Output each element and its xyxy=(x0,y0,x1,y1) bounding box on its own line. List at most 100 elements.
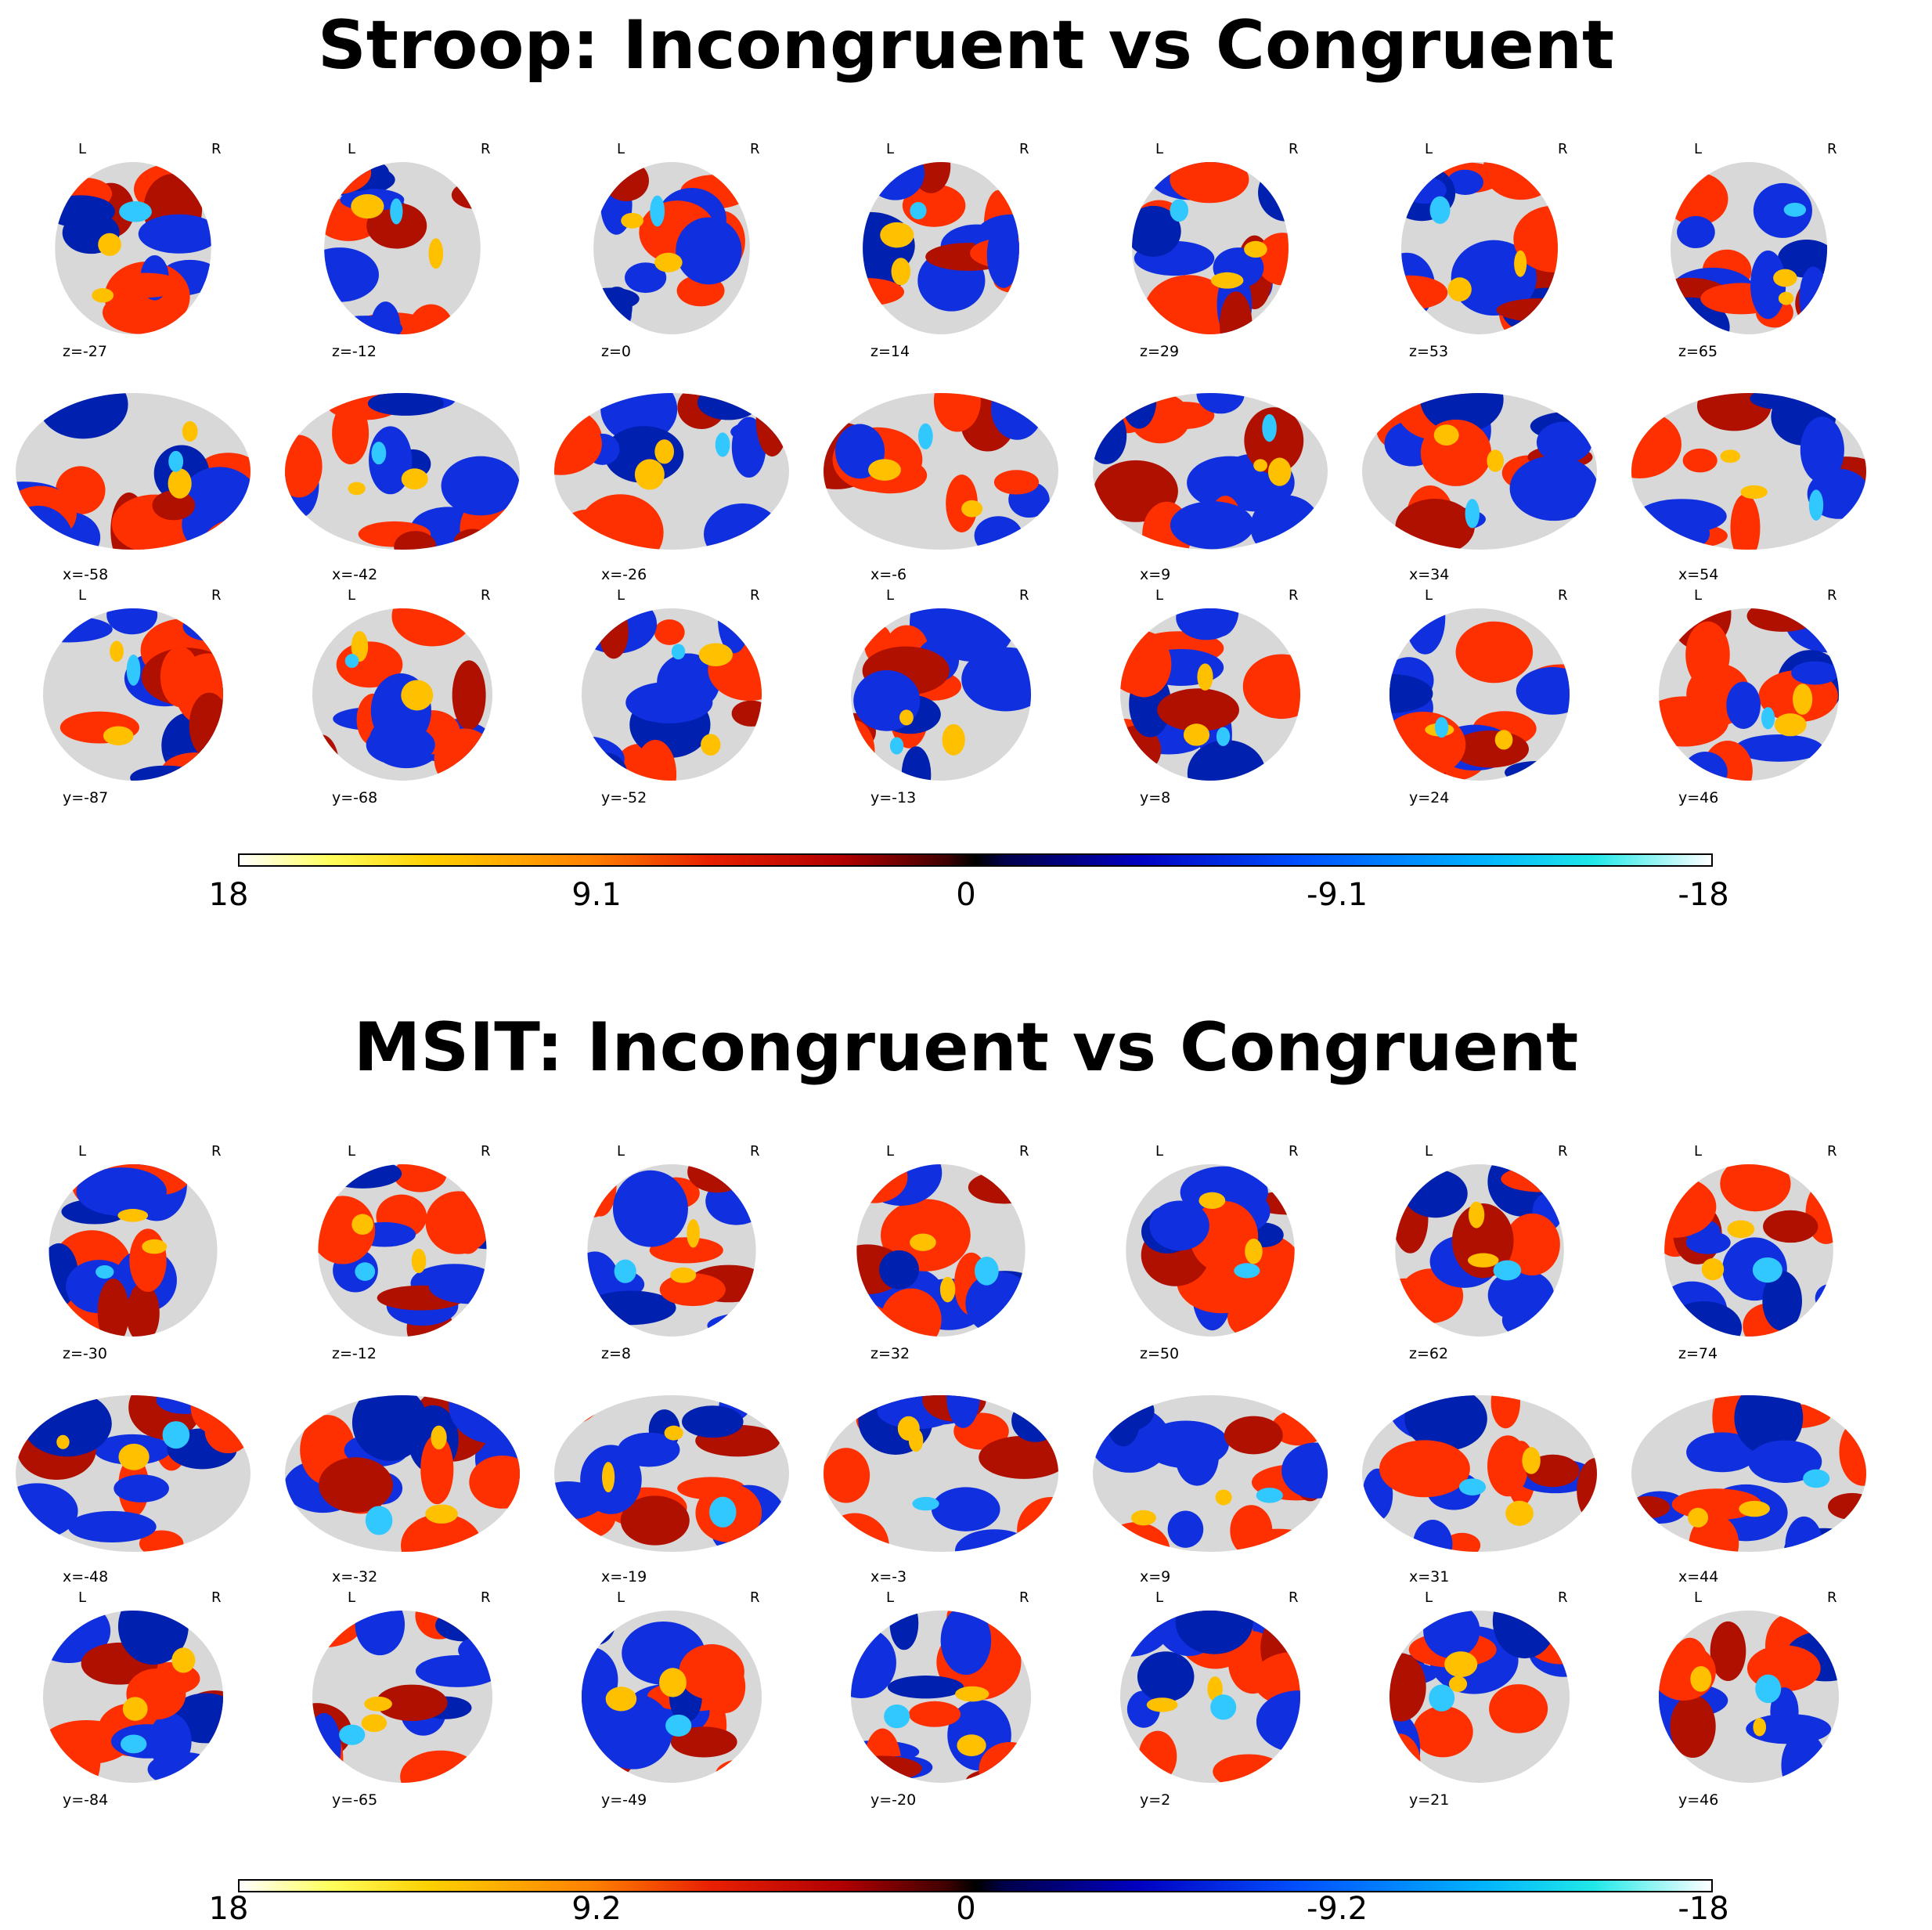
orientation-right-label: R xyxy=(1019,1589,1029,1606)
brain-image xyxy=(43,1611,223,1783)
brain-image xyxy=(312,608,492,781)
brain-slice-sagittal: x=34 xyxy=(1354,364,1624,583)
brain-slice-sagittal: x=-19 xyxy=(546,1366,816,1585)
brain-slice-sagittal: x=9 xyxy=(1085,1366,1354,1585)
orientation-right-label: R xyxy=(481,141,491,157)
orientation-right-label: R xyxy=(1289,587,1299,604)
slice-coordinate-label: y=-52 xyxy=(601,789,647,806)
orientation-left-label: L xyxy=(617,587,625,604)
brain-slice-sagittal: x=44 xyxy=(1624,1366,1893,1585)
slice-coordinate-label: y=-13 xyxy=(870,789,917,806)
orientation-left-label: L xyxy=(78,1143,87,1160)
brain-image xyxy=(863,162,1019,334)
brain-image xyxy=(1390,608,1570,781)
brain-slice-sagittal: x=31 xyxy=(1354,1366,1624,1585)
brain-image xyxy=(1132,162,1289,334)
brain-slice-sagittal: x=-26 xyxy=(546,364,816,583)
brain-image xyxy=(851,608,1031,781)
slice-coordinate-label: x=-58 xyxy=(63,566,109,583)
slice-coordinate-label: y=-87 xyxy=(63,789,109,806)
slice-coordinate-label: x=-19 xyxy=(601,1568,647,1585)
brain-image xyxy=(851,1611,1031,1783)
orientation-left-label: L xyxy=(1425,1143,1433,1160)
brain-image xyxy=(593,162,750,334)
brain-image xyxy=(55,162,211,334)
orientation-right-label: R xyxy=(1019,1143,1029,1160)
orientation-left-label: L xyxy=(78,141,87,157)
slice-coordinate-label: x=34 xyxy=(1409,566,1450,583)
slice-coordinate-label: z=-12 xyxy=(332,1345,377,1362)
brain-image xyxy=(1670,162,1828,334)
orientation-left-label: L xyxy=(1694,1589,1703,1606)
slice-coordinate-label: z=14 xyxy=(870,343,910,360)
brain-image xyxy=(1093,393,1328,550)
orientation-right-label: R xyxy=(1019,587,1029,604)
brain-image xyxy=(554,393,789,550)
brain-image xyxy=(1400,162,1559,334)
slice-coordinate-label: x=-3 xyxy=(870,1568,907,1585)
orientation-left-label: L xyxy=(1694,141,1703,157)
brain-image xyxy=(285,1395,520,1552)
orientation-right-label: R xyxy=(481,587,491,604)
orientation-right-label: R xyxy=(481,1143,491,1160)
slice-coordinate-label: y=8 xyxy=(1140,789,1171,806)
colorbar-tick: -18 xyxy=(1678,877,1729,913)
slice-coordinate-label: y=21 xyxy=(1409,1791,1450,1809)
orientation-left-label: L xyxy=(348,1143,356,1160)
brain-image xyxy=(856,1164,1025,1337)
orientation-left-label: L xyxy=(617,1589,625,1606)
orientation-left-label: L xyxy=(78,1589,87,1606)
slice-coordinate-label: x=54 xyxy=(1678,566,1719,583)
orientation-left-label: L xyxy=(1694,587,1703,604)
slice-coordinate-label: z=-12 xyxy=(332,343,377,360)
orientation-right-label: R xyxy=(211,1143,222,1160)
slice-coordinate-label: y=-68 xyxy=(332,789,378,806)
orientation-left-label: L xyxy=(348,141,356,157)
orientation-right-label: R xyxy=(211,587,222,604)
colorbar-tick: -18 xyxy=(1678,1891,1729,1927)
brain-slice-sagittal: x=-42 xyxy=(277,364,546,583)
brain-image xyxy=(1362,1395,1597,1552)
slice-coordinate-label: z=74 xyxy=(1678,1345,1718,1362)
slice-coordinate-label: y=46 xyxy=(1678,789,1719,806)
orientation-right-label: R xyxy=(481,1589,491,1606)
orientation-right-label: R xyxy=(750,1143,760,1160)
slice-coordinate-label: x=-42 xyxy=(332,566,378,583)
orientation-right-label: R xyxy=(1558,1589,1568,1606)
colorbar-tick: -9.1 xyxy=(1306,877,1368,913)
orientation-right-label: R xyxy=(211,141,222,157)
slice-coordinate-label: x=-32 xyxy=(332,1568,378,1585)
brain-image xyxy=(324,162,481,334)
brain-image xyxy=(1120,1611,1300,1783)
orientation-right-label: R xyxy=(750,1589,760,1606)
orientation-right-label: R xyxy=(1289,141,1299,157)
orientation-left-label: L xyxy=(348,587,356,604)
brain-image xyxy=(1631,393,1866,550)
orientation-left-label: L xyxy=(1425,587,1433,604)
orientation-right-label: R xyxy=(211,1589,222,1606)
orientation-right-label: R xyxy=(1289,1589,1299,1606)
slice-coordinate-label: x=9 xyxy=(1140,1568,1171,1585)
orientation-left-label: L xyxy=(348,1589,356,1606)
slice-coordinate-label: z=-30 xyxy=(63,1345,107,1362)
orientation-left-label: L xyxy=(1425,1589,1433,1606)
brain-image xyxy=(582,608,762,781)
orientation-right-label: R xyxy=(750,587,760,604)
colorbar-tick: 9.2 xyxy=(571,1891,622,1927)
slice-coordinate-label: z=-27 xyxy=(63,343,107,360)
colorbar xyxy=(238,1879,1713,1892)
